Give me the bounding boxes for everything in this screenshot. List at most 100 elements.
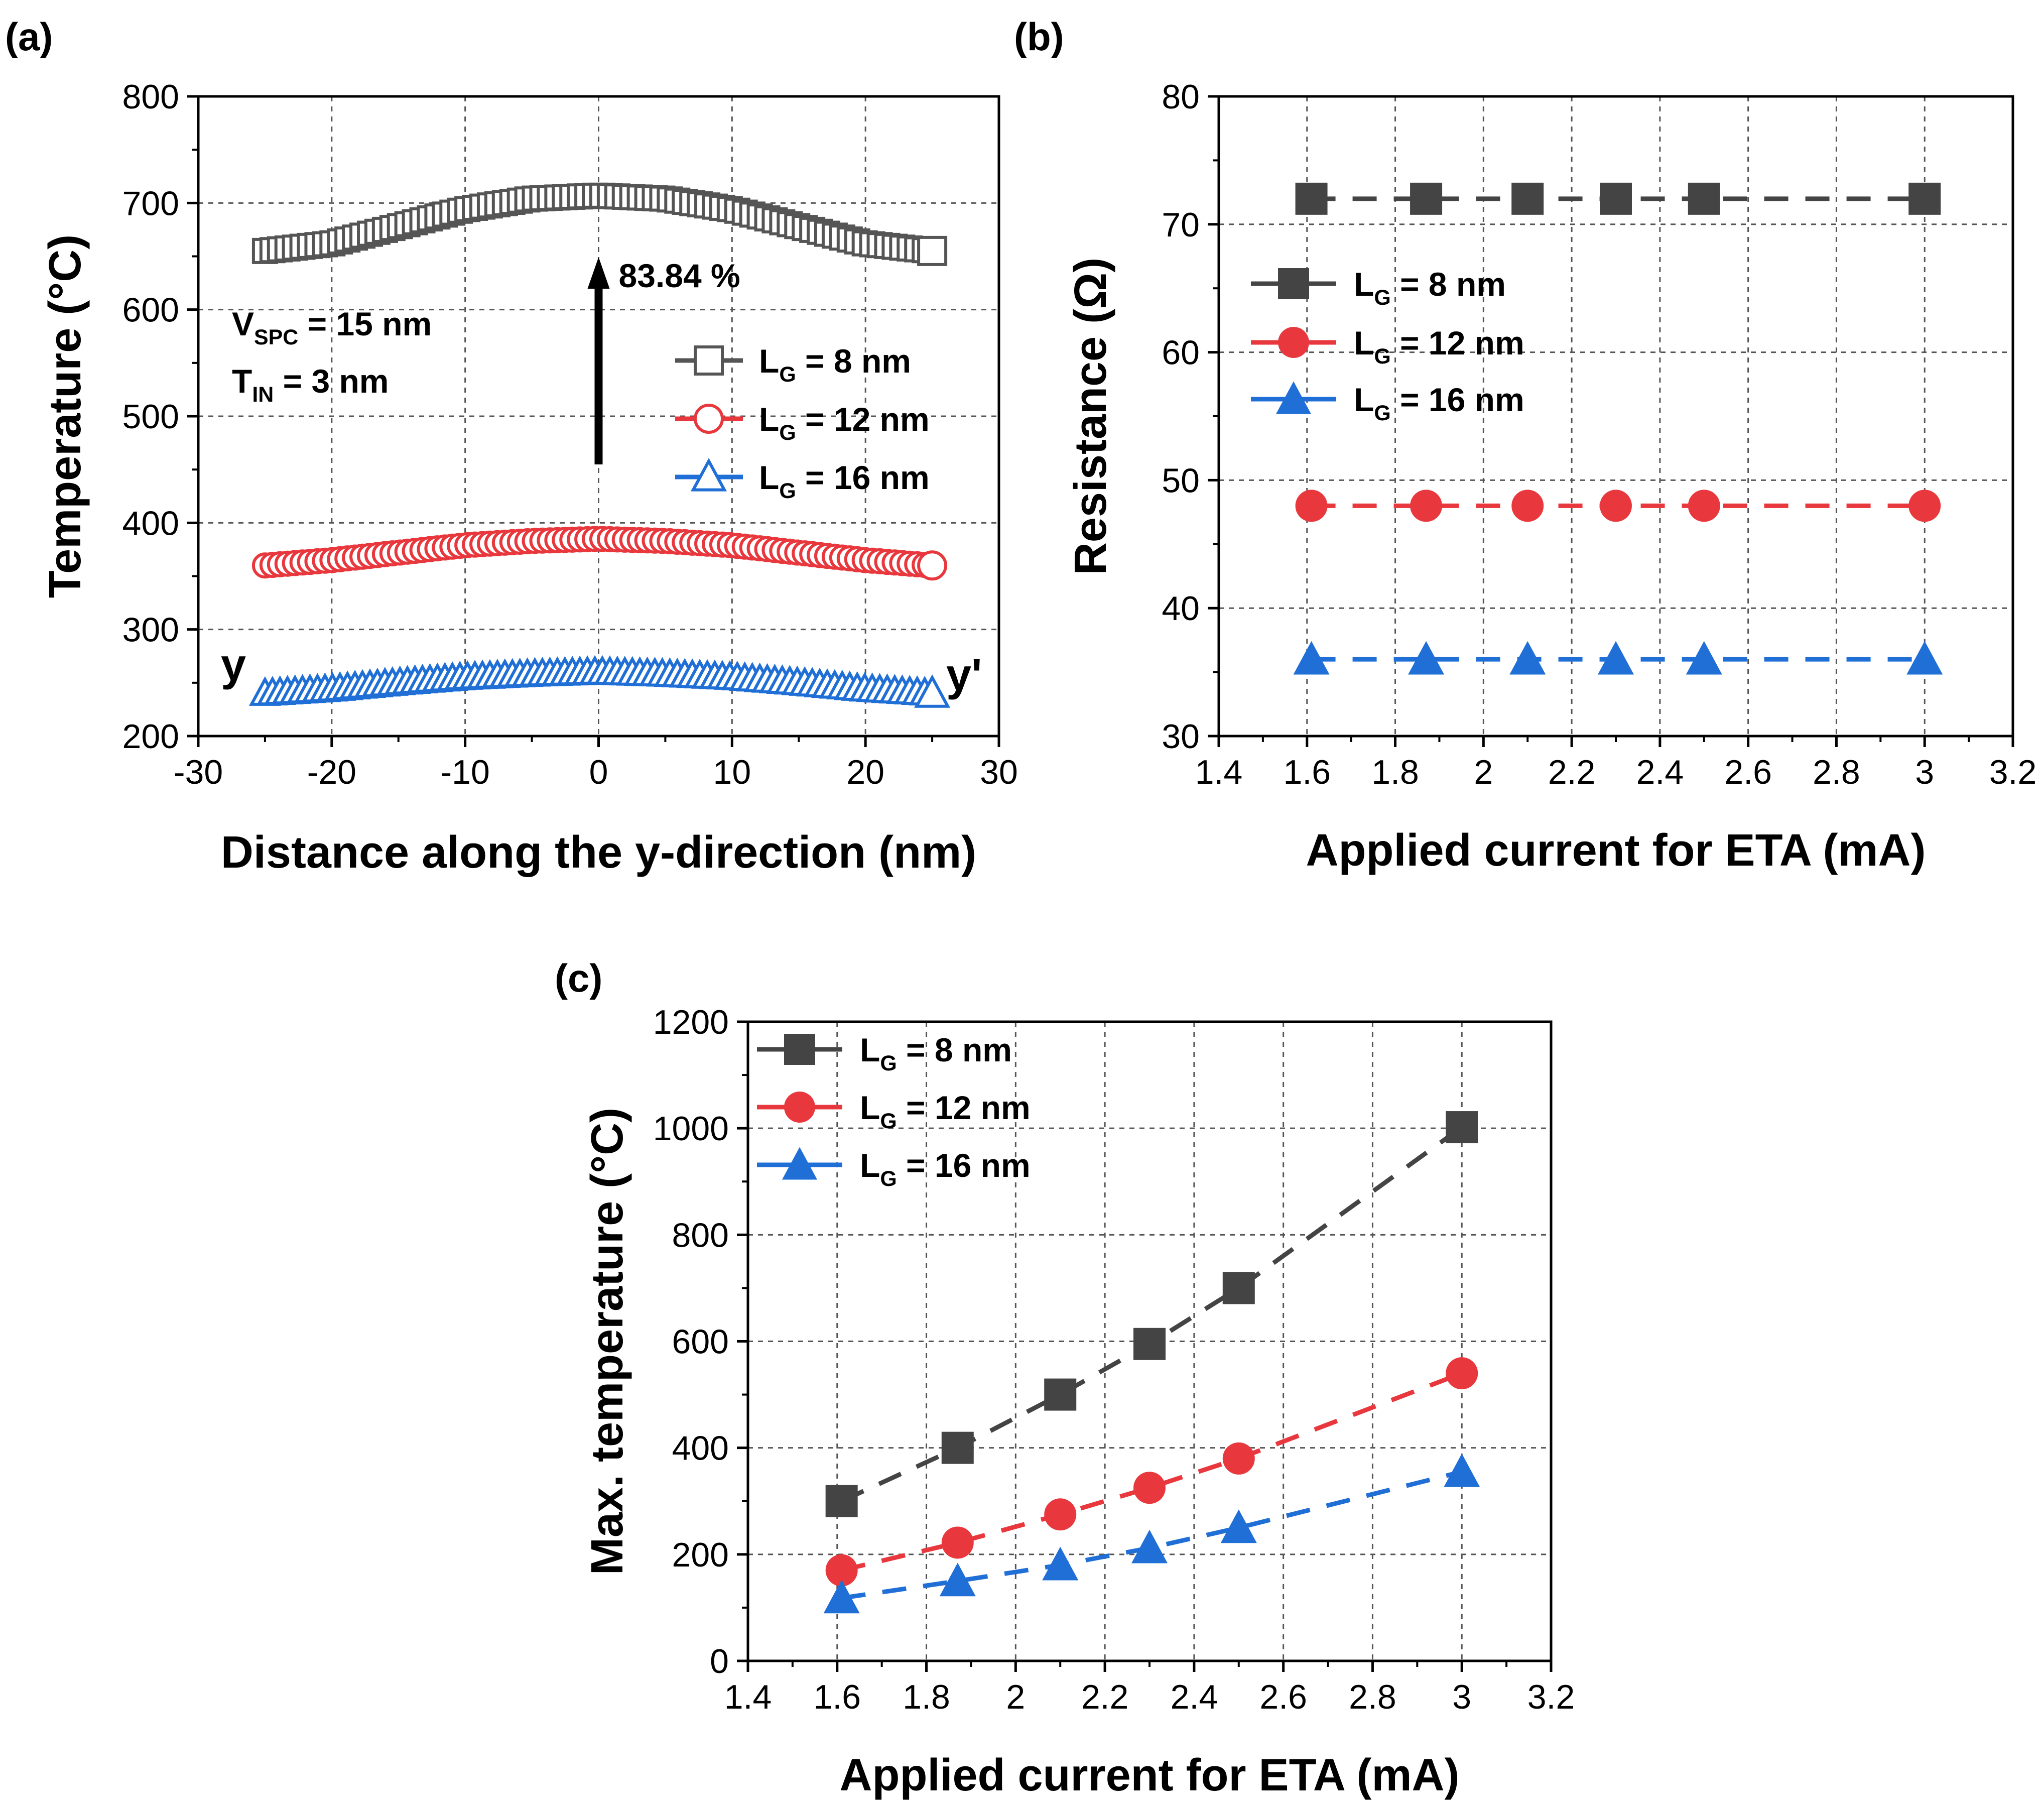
panel-b-legend: LG = 8 nm LG = 12 nm LG = 16 nm (1251, 266, 1524, 425)
panel-b-series-3-marker (1509, 641, 1546, 675)
panel-a-legend-label: LG = 16 nm (759, 459, 930, 503)
panel-b-legend-label: LG = 8 nm (1354, 266, 1506, 310)
panel-c-series-1-marker (1446, 1111, 1478, 1144)
panel-c-xtick-label: 1.8 (903, 1678, 950, 1716)
panel-c-series-2-marker (1222, 1442, 1255, 1475)
panel-a-ytick-label: 400 (122, 504, 179, 542)
panel-b-xtick-label: 2.4 (1636, 753, 1684, 791)
panel-b-series-1-marker (1511, 182, 1544, 215)
panel-c-legend: LG = 8 nm LG = 12 nm LG = 16 nm (757, 1031, 1031, 1191)
panel-a-series-1-end-marker (917, 235, 948, 266)
panel-a-series-2-end-marker (917, 550, 948, 581)
panel-c-series-2-marker (1446, 1357, 1478, 1390)
panel-c-xtick-label: 2.8 (1349, 1678, 1396, 1716)
panel-c-series-3-marker (1220, 1509, 1257, 1543)
panel-b-y-axis-title: Resistance (Ω) (1066, 258, 1116, 575)
panel-c-ytick-label: 1200 (653, 1003, 729, 1041)
panel-c-xtick-label: 3 (1452, 1678, 1471, 1716)
panel-b-resistance: (b) 1.4 1.6 1.8 2 2.2 2.4 2.6 2.8 3 3.2 30 40 50 60 70… (1014, 15, 2036, 876)
panel-c-xtick-label: 2 (1006, 1678, 1025, 1716)
panel-c-series-3-marker (823, 1580, 860, 1614)
panel-b-series-3-marker (1293, 641, 1330, 675)
panel-c-xtick-label: 2.4 (1171, 1678, 1218, 1716)
panel-a-y-end-label: y' (946, 650, 982, 700)
panel-c-ytick-label: 600 (672, 1323, 729, 1361)
panel-c-series-2-line (841, 1371, 1463, 1573)
panel-b-xtick-label: 2.2 (1548, 753, 1596, 791)
panel-c-x-axis-title: Applied current for ETA (mA) (840, 1750, 1460, 1800)
panel-c-xtick-label: 2.2 (1081, 1678, 1129, 1716)
panel-b-ytick-label: 70 (1162, 206, 1200, 244)
panel-a-xtick-label: 30 (980, 753, 1018, 791)
panel-c-series-3-marker (1131, 1529, 1168, 1563)
panel-c-xtick-label: 1.6 (814, 1678, 861, 1716)
panel-c-series-3-marker (1444, 1454, 1480, 1487)
panel-b-ytick-label: 80 (1162, 78, 1200, 116)
panel-a-legend-marker (690, 458, 727, 492)
panel-a-series-3-end-marker (914, 674, 951, 708)
panel-c-series-2-marker (1044, 1498, 1077, 1531)
panel-c-series-3-marker (939, 1562, 976, 1597)
panel-a-ytick-label: 200 (122, 717, 179, 756)
panel-b-xtick-label: 3.2 (1989, 753, 2037, 791)
panel-b-series-3-marker (1408, 641, 1445, 675)
panel-a-xtick-label: 20 (846, 753, 884, 791)
panel-b-xtick-label: 1.4 (1195, 753, 1243, 791)
panel-c-legend-label: LG = 12 nm (860, 1089, 1031, 1133)
panel-a-increase-arrow-head (587, 257, 610, 289)
panel-c-ytick-label: 0 (710, 1642, 729, 1680)
panel-c-series-2-marker (1133, 1472, 1166, 1504)
panel-c-label: (c) (555, 956, 602, 1000)
panel-b-label: (b) (1014, 15, 1064, 59)
panel-c-legend-marker (784, 1092, 815, 1123)
panel-b-xtick-label: 1.6 (1284, 753, 1331, 791)
panel-b-series-1-marker (1410, 182, 1443, 215)
panel-b-ytick-label: 40 (1162, 589, 1200, 628)
panel-a-x-axis-title: Distance along the y-direction (nm) (221, 827, 976, 878)
panel-a-y-axis-title: Temperature (°C) (40, 234, 90, 598)
panel-c-legend-label: LG = 8 nm (860, 1031, 1012, 1075)
panel-a-xtick-label: 10 (713, 753, 751, 791)
panel-a-ytick-label: 800 (122, 78, 179, 116)
panel-b-x-axis-title: Applied current for ETA (mA) (1306, 825, 1926, 876)
panel-a-ytick-label: 700 (122, 184, 179, 222)
panel-b-ytick-label: 60 (1162, 334, 1200, 372)
panel-c-series-1-marker (941, 1431, 974, 1464)
panel-a-ytick-label: 600 (122, 291, 179, 329)
panel-c-legend-marker (784, 1034, 815, 1065)
panel-b-xtick-label: 2 (1474, 753, 1493, 791)
panel-b-series-1-marker (1908, 182, 1941, 215)
panel-c-series-2-marker (941, 1526, 974, 1559)
panel-b-legend-marker (1278, 327, 1309, 358)
panel-c-legend-marker (782, 1147, 817, 1180)
panel-a-label: (a) (5, 15, 53, 59)
panel-a-increase-annotation: 83.84 % (619, 257, 740, 294)
panel-c-xtick-label: 1.4 (724, 1678, 772, 1716)
panel-b-xtick-label: 3 (1915, 753, 1934, 791)
panel-b-series-3-marker (1906, 641, 1943, 675)
panel-c-ytick-label: 1000 (653, 1110, 729, 1148)
panel-b-ytick-label: 30 (1162, 717, 1200, 756)
panel-c-ytick-label: 400 (672, 1429, 729, 1468)
panel-b-legend-label: LG = 12 nm (1354, 324, 1524, 369)
panel-a-y-start-label: y (221, 640, 246, 690)
panel-c-max-temperature: (c) 1.4 1.6 1.8 2 2.2 2.4 2.6 2.8 3 3.2 0 200 400 600… (555, 956, 1575, 1800)
panel-a-legend-label: LG = 12 nm (759, 401, 930, 445)
panel-b-series-2-marker (1295, 490, 1328, 522)
panel-a-xtick-label: -20 (307, 753, 356, 791)
panel-a-temperature-profile: (a) -30 -20 -10 0 10 20 30 200 300 400 500 600 700 80… (5, 15, 1018, 878)
panel-b-series-2-marker (1511, 490, 1544, 522)
panel-b-series-1-marker (1688, 182, 1720, 215)
panel-b-series-1-marker (1295, 182, 1328, 215)
panel-a-ytick-label: 300 (122, 611, 179, 649)
panel-b-legend-marker (1278, 268, 1309, 299)
panel-a-vspc-annotation: VSPC = 15 nm (232, 305, 432, 349)
panel-a-legend-label: LG = 8 nm (759, 342, 911, 387)
panel-b-xtick-label: 2.6 (1724, 753, 1772, 791)
panel-b-xtick-label: 1.8 (1371, 753, 1419, 791)
panel-a-xtick-label: 0 (589, 753, 608, 791)
panel-b-series-2-marker (1600, 490, 1632, 522)
panel-a-legend-marker (694, 345, 724, 376)
panel-c-xtick-label: 2.6 (1259, 1678, 1307, 1716)
